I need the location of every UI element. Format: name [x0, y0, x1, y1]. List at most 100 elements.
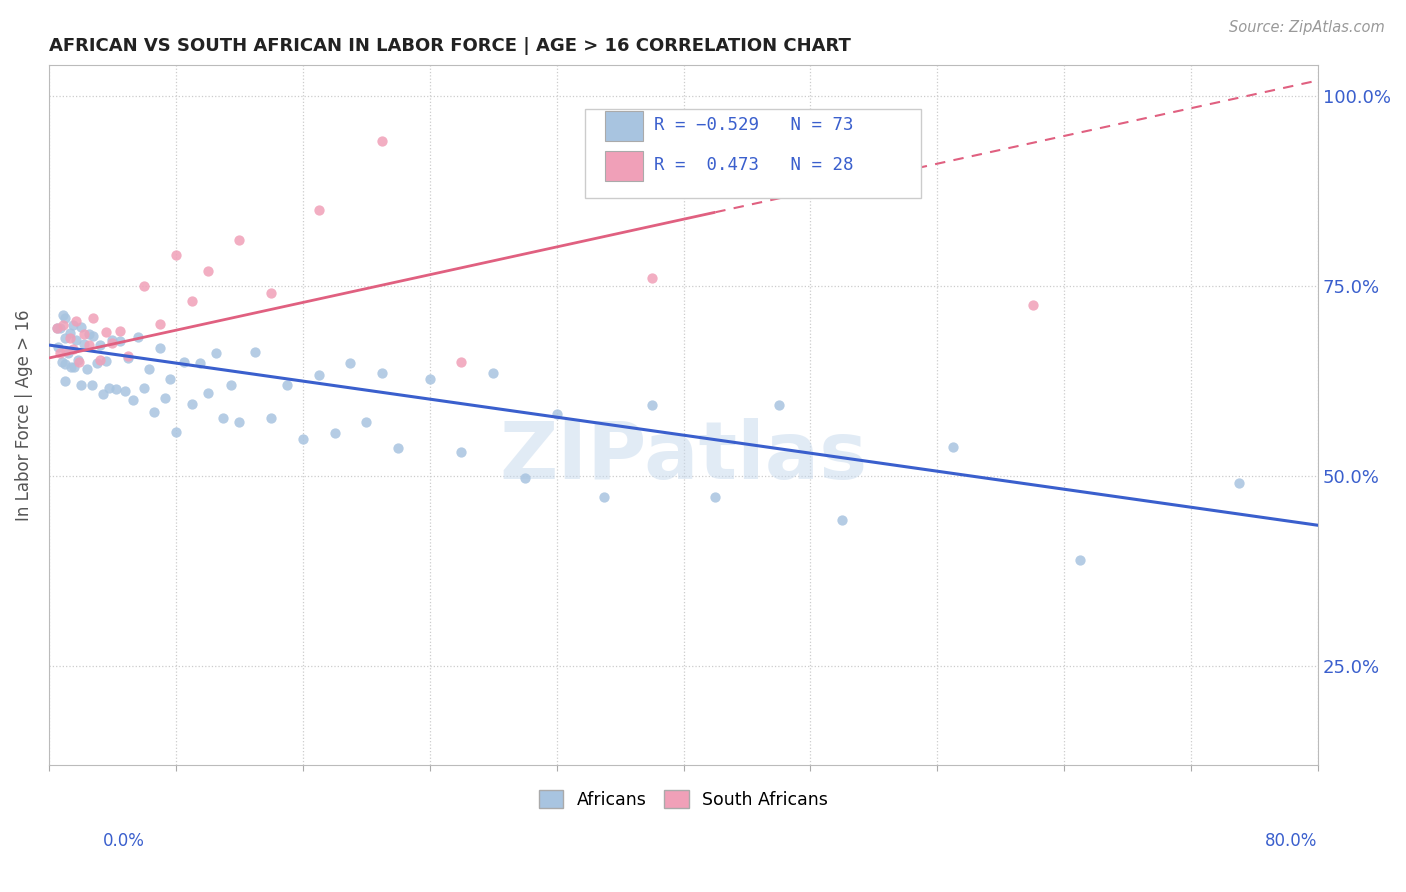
- Text: AFRICAN VS SOUTH AFRICAN IN LABOR FORCE | AGE > 16 CORRELATION CHART: AFRICAN VS SOUTH AFRICAN IN LABOR FORCE …: [49, 37, 851, 55]
- Point: [641, 271, 664, 285]
- Point: [77, 327, 100, 342]
- Point: [58, 331, 80, 345]
- Point: [94, 354, 117, 368]
- Point: [831, 513, 853, 527]
- Point: [110, 334, 132, 349]
- Point: [482, 366, 505, 380]
- Point: [82, 329, 104, 343]
- Point: [69, 319, 91, 334]
- Point: [387, 441, 409, 455]
- Point: [308, 368, 330, 383]
- Point: [98, 381, 121, 395]
- Point: [53, 374, 76, 388]
- Point: [149, 317, 172, 331]
- FancyBboxPatch shape: [605, 152, 643, 181]
- Point: [89, 352, 111, 367]
- Point: [94, 325, 117, 339]
- Point: [48, 340, 70, 354]
- Point: [149, 341, 172, 355]
- Point: [768, 398, 790, 412]
- Point: [73, 327, 96, 342]
- Text: 80.0%: 80.0%: [1265, 831, 1317, 849]
- Text: R = −0.529   N = 73: R = −0.529 N = 73: [654, 116, 853, 134]
- Point: [1069, 552, 1091, 566]
- Text: 0.0%: 0.0%: [103, 831, 145, 849]
- Point: [66, 353, 89, 368]
- Point: [228, 233, 250, 247]
- Point: [356, 415, 378, 429]
- Point: [153, 392, 176, 406]
- Point: [127, 329, 149, 343]
- Point: [110, 324, 132, 338]
- Point: [101, 335, 124, 350]
- Point: [80, 378, 103, 392]
- Point: [450, 355, 472, 369]
- Point: [419, 371, 441, 385]
- FancyBboxPatch shape: [605, 112, 643, 141]
- Point: [546, 407, 568, 421]
- Point: [212, 411, 235, 425]
- Point: [173, 355, 195, 369]
- Point: [1227, 476, 1250, 491]
- Point: [53, 331, 76, 345]
- Point: [63, 360, 86, 375]
- Text: ZIPatlas: ZIPatlas: [499, 418, 868, 496]
- Point: [101, 333, 124, 347]
- Point: [76, 361, 98, 376]
- Point: [114, 384, 136, 398]
- Point: [52, 308, 75, 322]
- Point: [122, 392, 145, 407]
- Point: [134, 381, 156, 395]
- Point: [104, 382, 127, 396]
- Point: [221, 378, 243, 392]
- Point: [65, 334, 87, 348]
- Point: [67, 355, 90, 369]
- Point: [165, 425, 187, 439]
- Point: [165, 248, 187, 262]
- Text: Source: ZipAtlas.com: Source: ZipAtlas.com: [1229, 20, 1385, 35]
- Point: [593, 490, 616, 504]
- Point: [53, 357, 76, 371]
- Point: [1021, 298, 1043, 312]
- Point: [91, 386, 114, 401]
- Point: [260, 411, 283, 425]
- Point: [62, 342, 84, 356]
- Point: [260, 286, 283, 301]
- Point: [371, 134, 394, 148]
- Point: [56, 345, 79, 359]
- Point: [117, 351, 139, 365]
- Point: [197, 263, 219, 277]
- Point: [245, 345, 267, 359]
- Point: [45, 320, 67, 334]
- Point: [82, 310, 104, 325]
- Point: [371, 366, 394, 380]
- Point: [308, 202, 330, 217]
- Point: [53, 310, 76, 325]
- FancyBboxPatch shape: [585, 109, 921, 198]
- Point: [77, 338, 100, 352]
- Point: [180, 397, 202, 411]
- Point: [204, 345, 226, 359]
- Point: [276, 378, 298, 392]
- Point: [45, 320, 67, 334]
- Point: [450, 444, 472, 458]
- Point: [704, 490, 727, 504]
- Point: [180, 293, 202, 308]
- Point: [641, 398, 664, 412]
- Point: [49, 320, 72, 334]
- Point: [65, 314, 87, 328]
- Point: [49, 345, 72, 359]
- Point: [228, 415, 250, 429]
- Point: [188, 356, 211, 370]
- Point: [62, 318, 84, 333]
- Point: [339, 356, 361, 370]
- Point: [52, 318, 75, 333]
- Point: [51, 355, 73, 369]
- Point: [58, 326, 80, 340]
- Point: [134, 278, 156, 293]
- Y-axis label: In Labor Force | Age > 16: In Labor Force | Age > 16: [15, 310, 32, 521]
- Point: [323, 426, 346, 441]
- Point: [291, 433, 314, 447]
- Point: [117, 350, 139, 364]
- Point: [55, 344, 77, 359]
